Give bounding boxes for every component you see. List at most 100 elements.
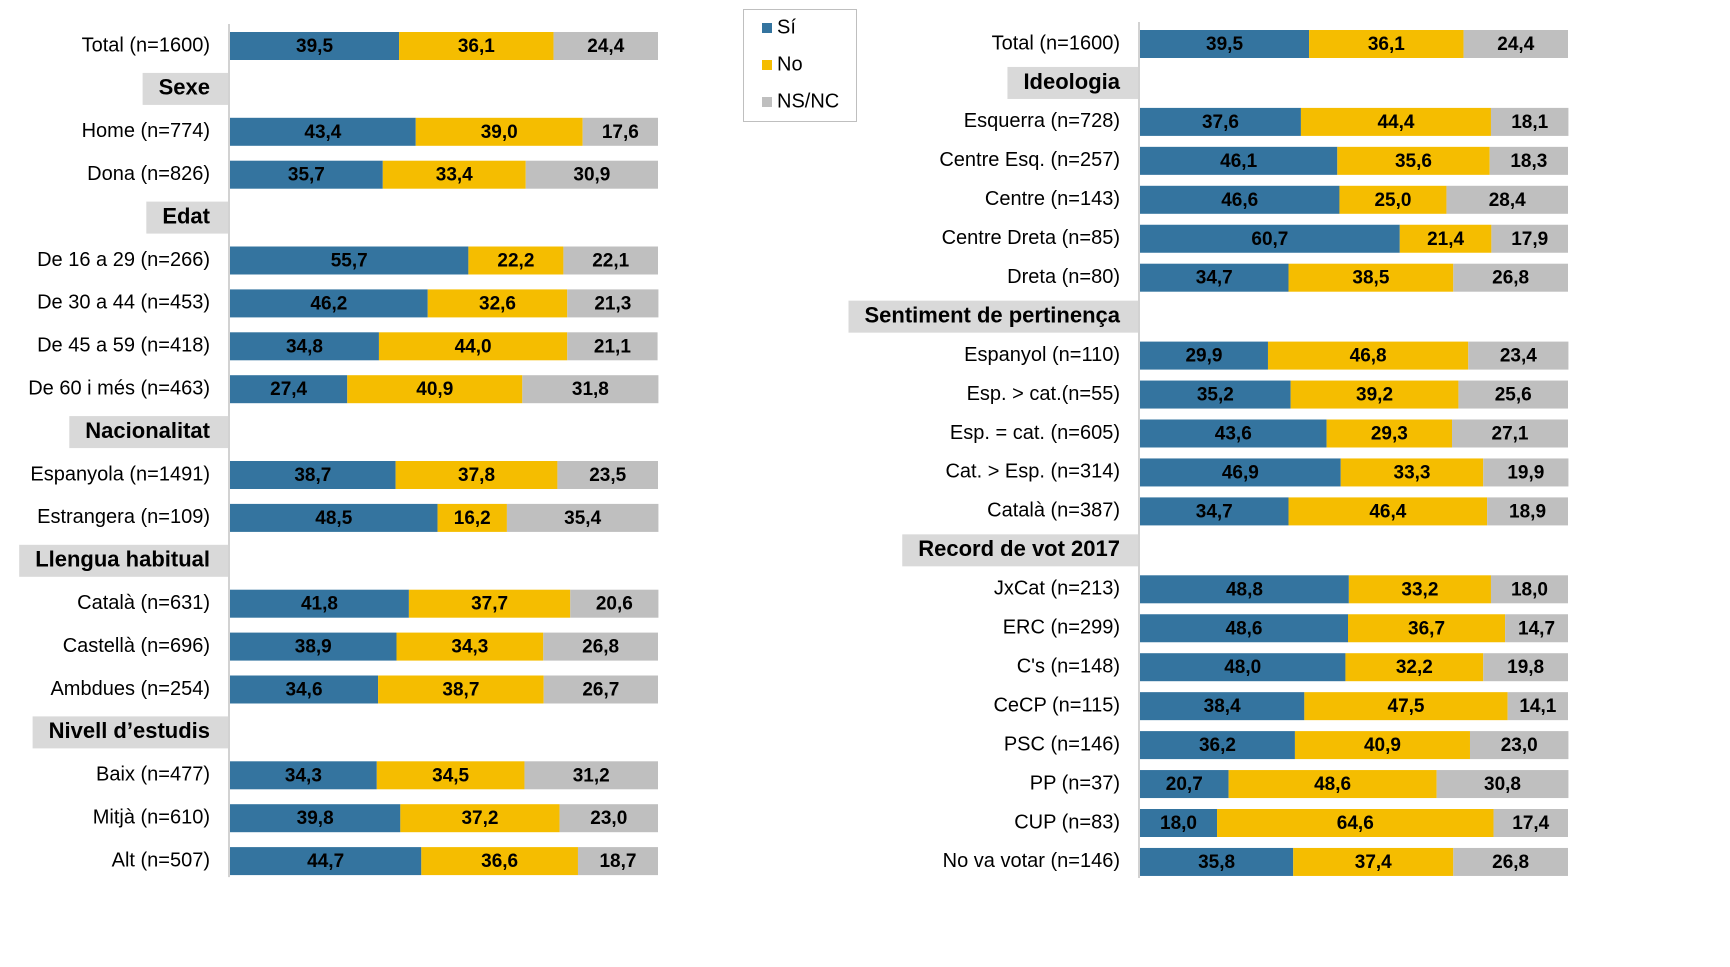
- bar-segment: [468, 246, 564, 275]
- category-label: Estrangera (n=109): [37, 506, 210, 528]
- value-label: 46,8: [1350, 346, 1387, 367]
- bar-segment: [230, 761, 377, 790]
- category-label: Esp. = cat. (n=605): [950, 422, 1120, 444]
- bar-segment: [1463, 30, 1568, 58]
- bar-segment: [1446, 185, 1568, 214]
- section-header-bg: [848, 300, 1138, 333]
- bar-segment: [408, 589, 571, 618]
- value-label: 34,5: [432, 765, 469, 786]
- category-label: Espanyola (n=1491): [30, 463, 210, 485]
- bar-segment: [1469, 731, 1569, 760]
- value-label: 43,6: [1215, 424, 1252, 445]
- bar-segment: [230, 289, 428, 318]
- value-label: 20,7: [1166, 774, 1203, 795]
- bar-segment: [524, 761, 658, 790]
- category-label: De 30 a 44 (n=453): [37, 292, 210, 314]
- bar-segment: [1228, 770, 1437, 799]
- value-label: 37,6: [1202, 112, 1239, 133]
- bar-segment: [230, 375, 348, 404]
- value-label: 37,8: [458, 465, 495, 486]
- value-label: 19,9: [1507, 462, 1544, 483]
- bar-segment: [230, 246, 469, 275]
- bar-segment: [347, 375, 523, 404]
- category-label: C's (n=148): [1017, 655, 1120, 677]
- value-label: 26,8: [1492, 268, 1529, 289]
- value-label: 39,0: [481, 122, 518, 143]
- value-label: 48,6: [1226, 618, 1263, 639]
- value-label: 35,4: [564, 508, 601, 529]
- section-header-label: Nacionalitat: [85, 418, 210, 443]
- value-label: 38,7: [294, 465, 331, 486]
- category-label: Esp. > cat.(n=55): [967, 383, 1120, 405]
- bar-segment: [1140, 847, 1294, 876]
- value-label: 36,2: [1199, 735, 1236, 756]
- value-label: 48,8: [1226, 579, 1263, 600]
- bar-segment: [1436, 770, 1569, 799]
- bar-segment: [1348, 575, 1491, 604]
- bar-segment: [506, 503, 659, 532]
- category-label: Total (n=1600): [992, 32, 1120, 54]
- bar-segment: [1490, 107, 1569, 136]
- section-header-bg: [32, 716, 228, 749]
- bar-segment: [230, 160, 383, 189]
- bar-segment: [1304, 692, 1508, 721]
- value-label: 23,0: [1501, 735, 1538, 756]
- section-header-label: Sentiment de pertinença: [864, 302, 1120, 327]
- bar-segment: [1487, 497, 1568, 526]
- bar-segment: [1300, 107, 1491, 136]
- bar-segment: [1348, 614, 1506, 643]
- bar-segment: [577, 847, 658, 876]
- value-label: 30,9: [573, 165, 610, 186]
- section-header: Sentiment de pertinença: [848, 300, 1138, 333]
- value-label: 17,9: [1511, 229, 1548, 250]
- bar-segment: [1140, 107, 1301, 136]
- value-label: 36,7: [1408, 618, 1445, 639]
- value-label: 43,4: [304, 122, 341, 143]
- bar-segment: [1288, 263, 1454, 292]
- value-label: 28,4: [1489, 190, 1526, 211]
- bar-segment: [1326, 419, 1453, 448]
- bar-segment: [399, 32, 554, 60]
- section-header-bg: [902, 534, 1138, 567]
- value-label: 40,9: [416, 379, 453, 400]
- section-header-label: Ideologia: [1023, 69, 1120, 94]
- bar-segment: [1453, 847, 1568, 876]
- bar-segment: [1483, 458, 1569, 487]
- value-label: 35,7: [288, 165, 325, 186]
- value-label: 23,5: [589, 465, 626, 486]
- value-label: 21,4: [1427, 229, 1464, 250]
- category-label: Cat. > Esp. (n=314): [945, 461, 1120, 483]
- bar-segment: [400, 804, 560, 833]
- bar-segment: [567, 289, 659, 318]
- bar-segment: [1399, 224, 1492, 253]
- section-header-bg: [1007, 66, 1138, 99]
- value-label: 33,2: [1401, 579, 1438, 600]
- bar-segment: [1345, 653, 1484, 682]
- value-label: 36,1: [458, 36, 495, 57]
- value-label: 22,2: [497, 251, 534, 272]
- value-label: 37,2: [461, 808, 498, 829]
- bar-segment: [1288, 497, 1488, 526]
- value-label: 35,8: [1198, 852, 1235, 873]
- category-label: CeCP (n=115): [993, 694, 1120, 716]
- bar-segment: [230, 503, 438, 532]
- bar-segment: [230, 332, 379, 361]
- bar-segment: [563, 246, 658, 275]
- bar-segment: [437, 503, 507, 532]
- value-label: 35,6: [1395, 151, 1432, 172]
- bar-segment: [230, 117, 416, 146]
- value-label: 30,8: [1484, 774, 1521, 795]
- value-label: 26,7: [582, 680, 619, 701]
- value-label: 21,3: [594, 293, 631, 314]
- bar-segment: [543, 675, 658, 704]
- value-label: 23,0: [590, 808, 627, 829]
- bar-segment: [1140, 497, 1289, 526]
- value-label: 34,7: [1196, 268, 1233, 289]
- value-label: 39,5: [1206, 34, 1243, 55]
- bar-segment: [1458, 380, 1568, 409]
- value-label: 38,4: [1204, 696, 1241, 717]
- value-label: 46,9: [1222, 462, 1259, 483]
- section-header: Record de vot 2017: [902, 534, 1138, 567]
- bar-segment: [1489, 146, 1568, 175]
- bar-segment: [1217, 809, 1494, 837]
